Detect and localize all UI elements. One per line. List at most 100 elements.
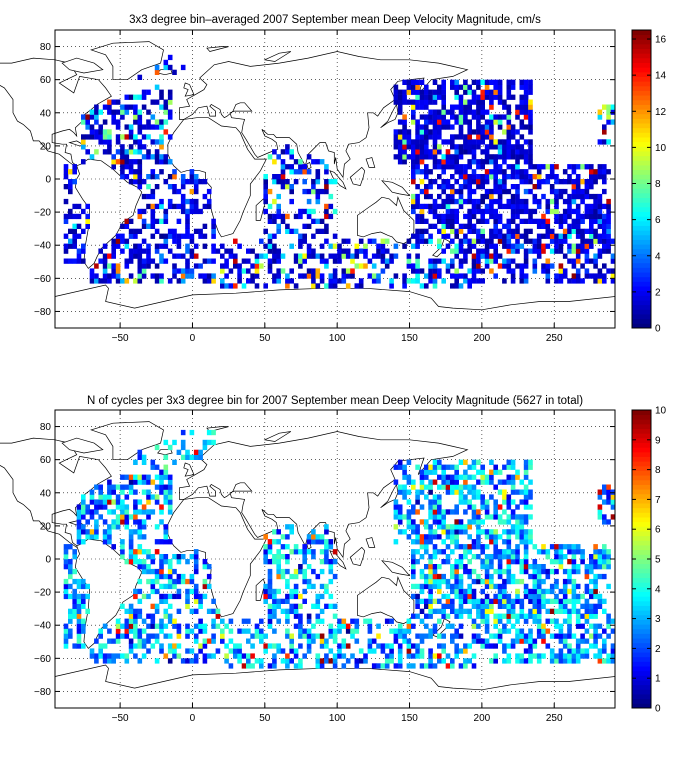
bin-cell bbox=[128, 479, 134, 485]
bin-cell bbox=[528, 129, 533, 135]
bin-cell bbox=[133, 623, 138, 629]
colorbar-segment bbox=[632, 647, 651, 653]
bin-cell bbox=[480, 114, 485, 120]
bin-cell bbox=[111, 268, 116, 274]
bin-cell bbox=[358, 283, 364, 289]
bin-cell bbox=[137, 598, 143, 604]
bin-cell bbox=[597, 109, 603, 115]
bin-cell bbox=[571, 564, 577, 570]
bin-cell bbox=[571, 188, 577, 195]
bin-cell bbox=[506, 573, 512, 580]
colorbar-segment bbox=[632, 666, 651, 672]
bin-cell bbox=[137, 658, 143, 664]
bin-cell bbox=[154, 499, 160, 505]
bin-cell bbox=[133, 549, 138, 555]
bin-cell bbox=[567, 559, 572, 565]
bin-cell bbox=[428, 613, 433, 619]
bin-cell bbox=[220, 638, 225, 644]
colorbar-segment bbox=[632, 554, 651, 560]
bin-cell bbox=[454, 474, 459, 480]
bin-cell bbox=[267, 248, 273, 254]
bin-cell bbox=[471, 568, 477, 575]
bin-cell bbox=[319, 618, 325, 624]
bin-cell bbox=[467, 89, 472, 95]
bin-cell bbox=[424, 663, 429, 669]
bin-cell bbox=[484, 608, 490, 614]
bin-cell bbox=[545, 588, 551, 595]
continent-outline bbox=[167, 497, 267, 618]
bin-cell bbox=[441, 474, 446, 480]
bin-cell bbox=[454, 484, 459, 490]
bin-cell bbox=[463, 144, 468, 150]
bin-cell bbox=[506, 549, 512, 555]
bin-cell bbox=[484, 258, 490, 264]
bin-cell bbox=[480, 544, 485, 550]
bin-cell bbox=[267, 588, 273, 595]
bin-cell bbox=[68, 568, 73, 575]
bin-cell bbox=[523, 544, 529, 550]
bin-cell bbox=[432, 124, 438, 130]
bin-cell bbox=[424, 84, 429, 90]
bin-cell bbox=[602, 278, 607, 284]
bin-cell bbox=[497, 588, 503, 595]
bin-cell bbox=[528, 139, 533, 145]
colorbar-segment bbox=[632, 689, 651, 695]
bin-cell bbox=[128, 179, 134, 185]
bin-cell bbox=[575, 273, 581, 279]
bin-cell bbox=[193, 588, 199, 595]
bin-cell bbox=[463, 588, 468, 595]
bin-cell bbox=[81, 119, 86, 125]
bin-cell bbox=[519, 489, 525, 495]
bin-cell bbox=[575, 613, 581, 619]
bin-cell bbox=[81, 623, 86, 629]
bin-cell bbox=[441, 469, 446, 475]
bin-cell bbox=[493, 174, 498, 180]
bin-cell bbox=[85, 534, 90, 540]
bin-cell bbox=[406, 139, 412, 145]
colorbar-segment bbox=[632, 419, 651, 425]
bin-cell bbox=[597, 233, 603, 239]
bin-cell bbox=[589, 179, 594, 185]
bin-cell bbox=[154, 638, 160, 644]
bin-cell bbox=[311, 534, 316, 540]
bin-cell bbox=[263, 174, 268, 180]
bin-cell bbox=[63, 218, 69, 224]
bin-cell bbox=[589, 164, 594, 170]
colorbar-segment bbox=[632, 220, 651, 226]
bin-cell bbox=[502, 263, 507, 269]
bin-cell bbox=[72, 554, 77, 560]
bin-cell bbox=[510, 79, 516, 85]
bin-cell bbox=[606, 583, 611, 590]
bin-cell bbox=[510, 578, 516, 585]
bin-cell bbox=[471, 653, 477, 659]
bin-cell bbox=[428, 278, 433, 284]
bin-cell bbox=[467, 278, 472, 284]
bin-cell bbox=[159, 479, 164, 485]
colorbar-tick-label: 7 bbox=[655, 495, 661, 506]
bin-cell bbox=[510, 129, 516, 135]
bin-cell bbox=[532, 238, 538, 244]
bin-cell bbox=[102, 263, 108, 269]
bin-cell bbox=[85, 529, 90, 535]
bin-cell bbox=[306, 628, 312, 634]
bin-cell bbox=[163, 534, 169, 540]
bin-cell bbox=[133, 593, 138, 600]
bin-cell bbox=[107, 638, 112, 644]
bin-cell bbox=[458, 193, 464, 200]
bin-cell bbox=[528, 104, 533, 110]
bin-cell bbox=[545, 179, 551, 185]
bin-cell bbox=[193, 554, 199, 560]
bin-cell bbox=[467, 84, 472, 90]
bin-cell bbox=[128, 484, 134, 490]
bin-cell bbox=[571, 588, 577, 595]
bin-cell bbox=[163, 499, 169, 505]
bin-cell bbox=[497, 198, 503, 205]
bin-cell bbox=[480, 184, 485, 190]
bin-cell bbox=[185, 658, 190, 664]
bin-cell bbox=[497, 169, 503, 175]
bin-cell bbox=[411, 263, 416, 269]
bin-cell bbox=[484, 603, 490, 609]
bin-cell bbox=[450, 638, 455, 644]
bin-cell bbox=[532, 568, 538, 575]
bin-cell bbox=[606, 499, 611, 505]
